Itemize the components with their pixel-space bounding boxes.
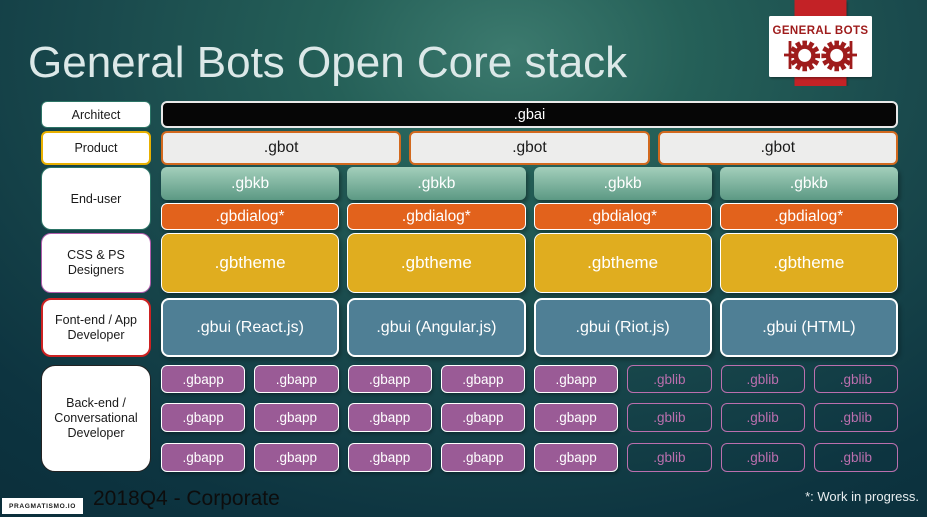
- svg-text:GENERAL BOTS: GENERAL BOTS: [773, 25, 869, 37]
